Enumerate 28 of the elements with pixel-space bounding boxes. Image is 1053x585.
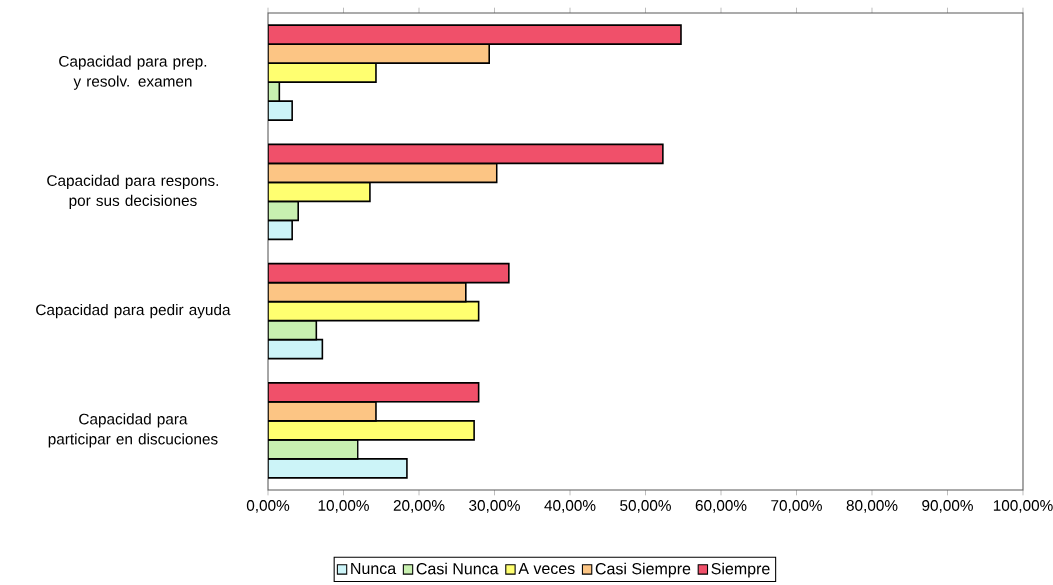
x-tick-label: 40,00% <box>544 500 596 513</box>
bar <box>268 181 371 203</box>
legend-label: A veces <box>518 562 575 575</box>
x-tick-label: 100,00% <box>993 500 1053 513</box>
x-tick-label: 30,00% <box>469 500 520 513</box>
legend-label: Nunca <box>351 562 397 575</box>
y-tick-label: Capacidad para prep. y resolv. examen <box>59 55 207 90</box>
bar <box>268 143 664 165</box>
bar <box>268 262 510 284</box>
x-tick-label: 80,00% <box>846 500 898 513</box>
bar <box>268 281 467 303</box>
bar <box>268 300 480 322</box>
x-tick-label: 70,00% <box>771 500 822 513</box>
y-tick-label: Capacidad para pedir ayuda <box>36 303 231 319</box>
x-tick-label: 0,00% <box>246 500 290 513</box>
y-tick-label: Capacidad para respons. por sus decisiones <box>47 174 219 210</box>
bar <box>268 338 324 360</box>
legend-label: Siempre <box>711 562 770 578</box>
legend-label: Casi Siempre <box>595 562 691 578</box>
x-tick-label: 10,00% <box>318 500 369 513</box>
x-tick-label: 20,00% <box>393 500 445 513</box>
bar <box>268 162 498 184</box>
y-tick-label: Capacidad para participar en discuciones <box>48 413 218 448</box>
x-tick-label: 90,00% <box>922 500 973 513</box>
x-tick-label: 60,00% <box>695 500 747 513</box>
legend-label: Casi Nunca <box>416 562 499 575</box>
bar <box>268 319 318 341</box>
x-tick-label: 50,00% <box>620 500 671 513</box>
